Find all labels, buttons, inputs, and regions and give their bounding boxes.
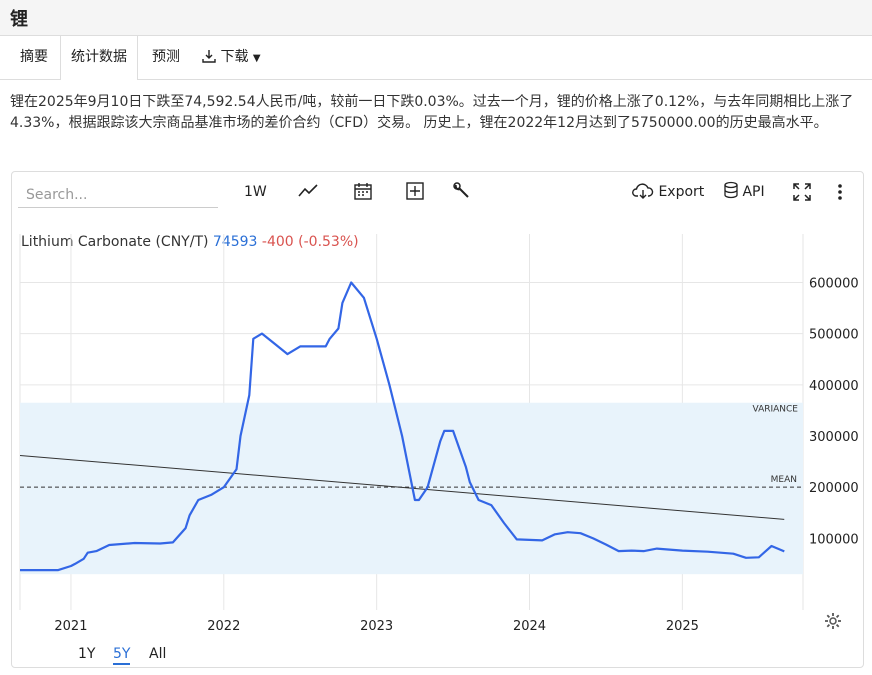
description-text: 锂在2025年9月10日下跌至74,592.54人民币/吨，较前一日下跌0.03… bbox=[10, 94, 854, 131]
y-tick-label: 600000 bbox=[809, 276, 859, 291]
caret-down-icon: ▼ bbox=[252, 53, 261, 64]
x-tick-label: 2022 bbox=[207, 619, 240, 632]
add-series-icon[interactable] bbox=[405, 181, 425, 205]
settings-gear-icon[interactable] bbox=[824, 612, 842, 636]
y-tick-label: 100000 bbox=[809, 532, 859, 547]
fullscreen-icon[interactable] bbox=[792, 182, 812, 206]
calendar-icon[interactable] bbox=[353, 181, 373, 205]
cloud-download-icon bbox=[632, 182, 654, 208]
more-menu-icon[interactable] bbox=[836, 182, 844, 206]
chart-legend: Lithium Carbonate (CNY/T) 74593 -400 (-0… bbox=[21, 234, 359, 250]
api-button[interactable]: API bbox=[724, 180, 765, 204]
period-button[interactable]: 1W bbox=[244, 184, 267, 200]
y-tick-label: 500000 bbox=[809, 328, 859, 343]
chart-widget: 1W Export API bbox=[11, 171, 864, 668]
y-axis-labels: 100000 200000 300000 400000 500000 600000 bbox=[809, 276, 859, 547]
mean-label: MEAN bbox=[771, 475, 797, 485]
chart-grid bbox=[19, 234, 804, 610]
legend-value: 74593 bbox=[212, 234, 258, 250]
x-tick-label: 2024 bbox=[513, 619, 546, 632]
page-header: 锂 bbox=[0, 0, 872, 36]
y-tick-label: 400000 bbox=[809, 379, 859, 394]
tab-download[interactable]: 下载 ▼ bbox=[192, 36, 271, 78]
tab-forecast[interactable]: 预测 bbox=[152, 49, 180, 65]
variance-label: VARIANCE bbox=[752, 405, 798, 415]
variance-band bbox=[20, 402, 803, 575]
trend-line bbox=[19, 454, 785, 520]
search-input[interactable] bbox=[18, 182, 218, 208]
x-tick-label: 2021 bbox=[54, 619, 87, 632]
x-tick-label: 2025 bbox=[666, 619, 699, 632]
range-selector: 1Y 5Y All bbox=[12, 646, 863, 668]
range-all[interactable]: All bbox=[149, 646, 167, 662]
page-title: 锂 bbox=[10, 9, 28, 30]
line-chart-icon[interactable] bbox=[297, 181, 319, 205]
tab-summary[interactable]: 摘要 bbox=[20, 49, 48, 65]
range-1y[interactable]: 1Y bbox=[78, 646, 96, 662]
tab-statistics[interactable]: 统计数据 bbox=[60, 36, 138, 80]
wrench-icon[interactable] bbox=[452, 181, 472, 205]
download-label: 下载 bbox=[220, 49, 249, 65]
tab-bar: 摘要 统计数据 预测 下载 ▼ bbox=[0, 36, 872, 80]
api-label: API bbox=[742, 184, 765, 200]
export-label: Export bbox=[658, 184, 705, 200]
legend-series-name: Lithium Carbonate (CNY/T) bbox=[21, 234, 209, 250]
y-tick-label: 300000 bbox=[809, 430, 859, 445]
legend-change: -400 (-0.53%) bbox=[261, 234, 359, 250]
x-tick-label: 2023 bbox=[360, 619, 393, 632]
chart-toolbar: 1W Export API bbox=[12, 172, 863, 210]
export-button[interactable]: Export bbox=[632, 180, 704, 204]
download-icon bbox=[202, 38, 216, 80]
x-axis-labels: 2021 2022 2023 2024 2025 bbox=[54, 619, 699, 632]
series-line bbox=[20, 281, 785, 572]
y-tick-label: 200000 bbox=[809, 481, 859, 496]
database-icon bbox=[724, 181, 738, 207]
range-5y[interactable]: 5Y bbox=[113, 646, 131, 665]
